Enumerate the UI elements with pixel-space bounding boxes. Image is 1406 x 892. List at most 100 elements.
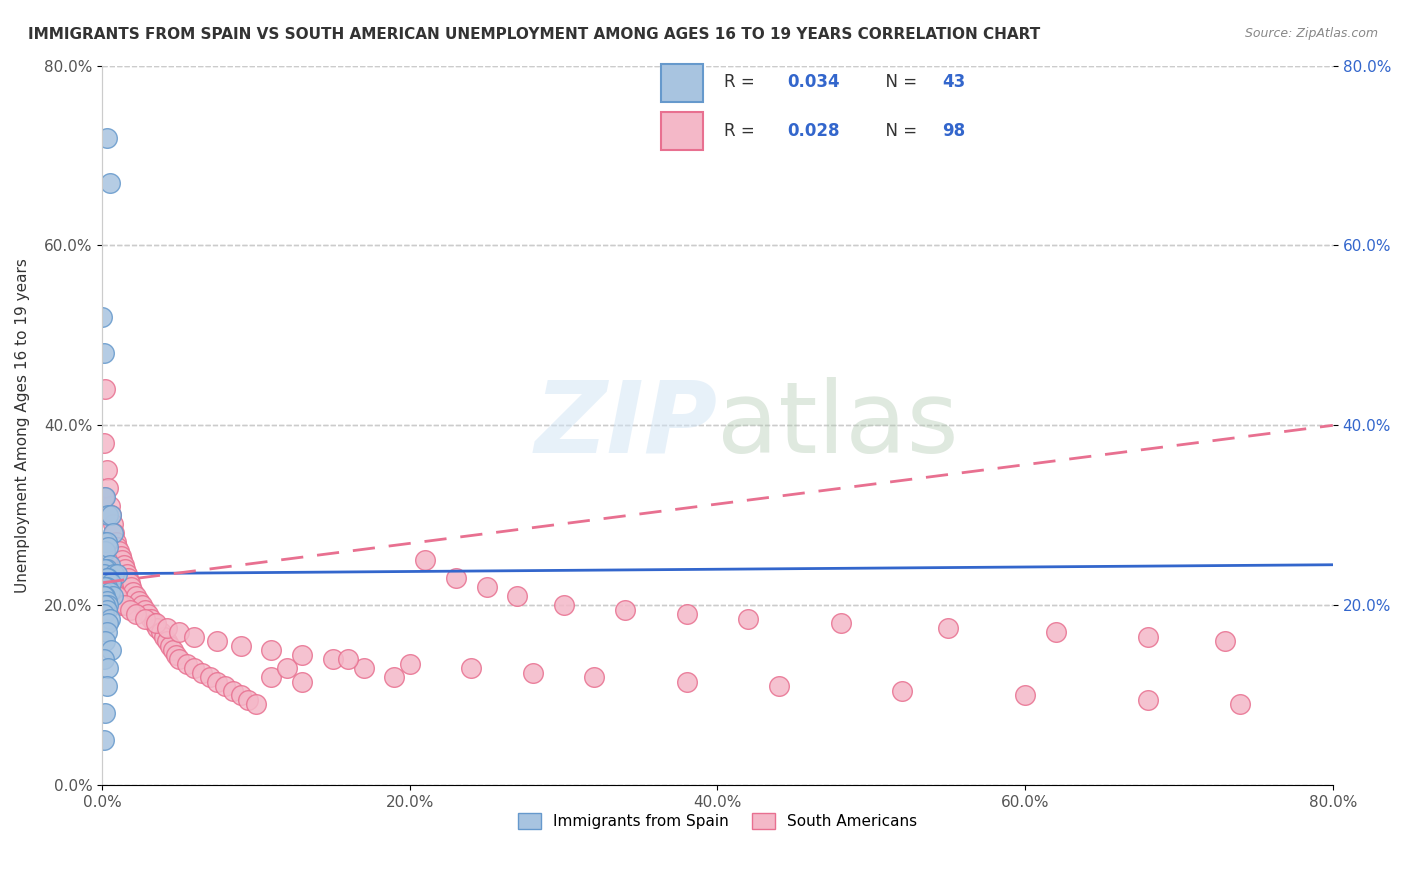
- Point: [165, 648, 187, 662]
- Point: [260, 643, 283, 657]
- Point: [94, 544, 117, 558]
- Point: [167, 652, 190, 666]
- Point: [94, 544, 117, 558]
- Point: [444, 571, 467, 585]
- Point: [96, 562, 118, 576]
- Point: [96, 571, 118, 585]
- Point: [183, 661, 205, 675]
- Point: [100, 508, 122, 523]
- Point: [97, 508, 120, 523]
- Point: [337, 652, 360, 666]
- Point: [96, 603, 118, 617]
- Point: [891, 683, 914, 698]
- Point: [93, 346, 115, 360]
- Point: [167, 625, 190, 640]
- Point: [96, 679, 118, 693]
- Point: [353, 661, 375, 675]
- Point: [159, 639, 181, 653]
- Point: [198, 670, 221, 684]
- Point: [229, 639, 252, 653]
- Point: [94, 706, 117, 720]
- Point: [97, 598, 120, 612]
- Point: [96, 593, 118, 607]
- Point: [103, 566, 125, 581]
- Point: [118, 575, 141, 590]
- Legend: Immigrants from Spain, South Americans: Immigrants from Spain, South Americans: [512, 806, 924, 835]
- Point: [107, 540, 129, 554]
- Point: [93, 652, 115, 666]
- Point: [103, 526, 125, 541]
- Point: [98, 566, 121, 581]
- Point: [93, 584, 115, 599]
- Point: [98, 558, 121, 572]
- Text: IMMIGRANTS FROM SPAIN VS SOUTH AMERICAN UNEMPLOYMENT AMONG AGES 16 TO 19 YEARS C: IMMIGRANTS FROM SPAIN VS SOUTH AMERICAN …: [28, 27, 1040, 42]
- Point: [506, 589, 529, 603]
- Point: [768, 679, 790, 693]
- Point: [1137, 692, 1160, 706]
- Point: [104, 589, 127, 603]
- Text: Source: ZipAtlas.com: Source: ZipAtlas.com: [1244, 27, 1378, 40]
- Text: 43: 43: [942, 73, 966, 91]
- Point: [260, 670, 283, 684]
- Point: [1137, 630, 1160, 644]
- Text: 0.028: 0.028: [787, 121, 839, 139]
- Point: [94, 634, 117, 648]
- Point: [118, 603, 141, 617]
- Point: [134, 603, 156, 617]
- Point: [93, 589, 115, 603]
- Point: [191, 665, 214, 680]
- Point: [94, 383, 117, 397]
- Point: [1213, 634, 1236, 648]
- Point: [94, 491, 117, 505]
- Point: [245, 697, 267, 711]
- Text: R =: R =: [724, 121, 761, 139]
- Point: [120, 580, 142, 594]
- Y-axis label: Unemployment Among Ages 16 to 19 years: Unemployment Among Ages 16 to 19 years: [15, 258, 30, 593]
- Point: [96, 463, 118, 477]
- Point: [97, 481, 120, 495]
- Point: [146, 621, 169, 635]
- Point: [114, 598, 136, 612]
- Point: [675, 674, 697, 689]
- Point: [737, 612, 759, 626]
- Point: [291, 648, 314, 662]
- Text: N =: N =: [876, 73, 922, 91]
- Point: [522, 665, 544, 680]
- Point: [152, 630, 174, 644]
- Point: [398, 657, 420, 671]
- Point: [229, 688, 252, 702]
- Point: [100, 508, 122, 523]
- Point: [98, 584, 121, 599]
- Text: 98: 98: [942, 121, 965, 139]
- Point: [93, 535, 115, 549]
- Point: [107, 589, 129, 603]
- Point: [98, 500, 121, 514]
- Point: [94, 598, 117, 612]
- Point: [675, 607, 697, 622]
- Point: [149, 625, 172, 640]
- Point: [96, 625, 118, 640]
- Point: [100, 643, 122, 657]
- Point: [176, 657, 198, 671]
- Point: [583, 670, 606, 684]
- Point: [115, 566, 138, 581]
- Point: [614, 603, 637, 617]
- Point: [114, 562, 136, 576]
- Point: [110, 598, 132, 612]
- Point: [98, 612, 121, 626]
- Point: [141, 612, 163, 626]
- Point: [110, 549, 132, 563]
- Point: [322, 652, 344, 666]
- Point: [413, 553, 436, 567]
- Point: [183, 630, 205, 644]
- Point: [1229, 697, 1251, 711]
- Text: R =: R =: [724, 73, 761, 91]
- Point: [97, 540, 120, 554]
- Point: [207, 674, 229, 689]
- Text: 0.034: 0.034: [787, 73, 839, 91]
- Point: [936, 621, 959, 635]
- Point: [460, 661, 482, 675]
- Point: [97, 661, 120, 675]
- Point: [214, 679, 236, 693]
- Point: [112, 558, 135, 572]
